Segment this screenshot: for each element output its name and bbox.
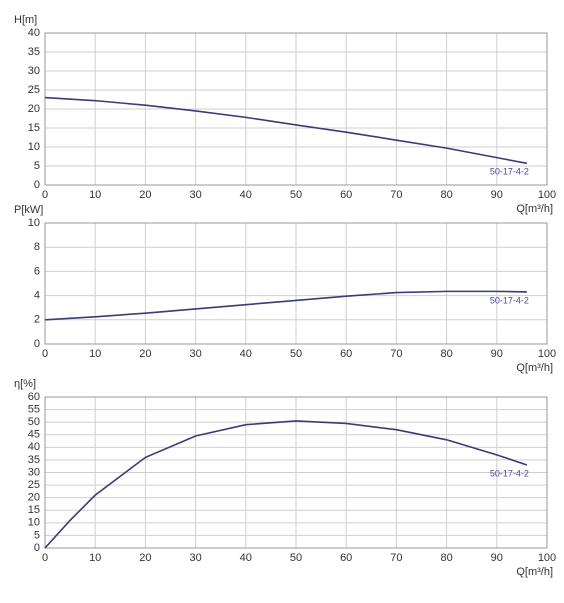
curve-label: 50-17-4-2 (490, 167, 529, 177)
x-tick-label: 80 (440, 552, 452, 564)
y-tick-label: 0 (34, 179, 40, 191)
x-tick-label: 20 (139, 552, 151, 564)
y-tick-label: 25 (28, 84, 40, 96)
x-tick-label: 50 (290, 189, 302, 201)
y-tick-label: 5 (34, 160, 40, 172)
y-tick-label: 8 (34, 241, 40, 253)
x-tick-label: 10 (89, 189, 101, 201)
x-tick-label: 0 (42, 552, 48, 564)
y-tick-label: 20 (28, 103, 40, 115)
plot-frame (44, 222, 548, 345)
x-tick-label: 30 (189, 348, 201, 360)
y-tick-label: 10 (28, 517, 40, 529)
curve (44, 420, 528, 549)
y-tick-label: 35 (28, 46, 40, 58)
y-tick-label: 10 (28, 217, 40, 229)
x-tick-label: 20 (139, 189, 151, 201)
y-tick-label: 20 (28, 492, 40, 504)
y-tick-label: 15 (28, 504, 40, 516)
x-tick-label: 90 (491, 189, 503, 201)
y-axis-label: H[m] (14, 14, 37, 26)
x-tick-label: 100 (538, 552, 556, 564)
y-tick-label: 60 (28, 391, 40, 403)
x-tick-label: 40 (240, 348, 252, 360)
y-tick-label: 40 (28, 441, 40, 453)
y-tick-label: 25 (28, 479, 40, 491)
y-tick-label: 6 (34, 265, 40, 277)
x-tick-label: 10 (89, 552, 101, 564)
y-tick-label: 40 (28, 27, 40, 39)
curve-label: 50-17-4-2 (490, 295, 529, 305)
x-tick-label: 90 (491, 348, 503, 360)
x-tick-label: 50 (290, 348, 302, 360)
x-tick-label: 90 (491, 552, 503, 564)
plot-frame (44, 396, 548, 549)
y-tick-label: 10 (28, 141, 40, 153)
y-tick-label: 15 (28, 122, 40, 134)
y-axis-label: P[kW] (14, 204, 43, 216)
x-axis-label: Q[m³/h] (516, 566, 553, 578)
x-tick-label: 40 (240, 189, 252, 201)
x-tick-label: 60 (340, 189, 352, 201)
curve (44, 290, 527, 321)
y-tick-label: 35 (28, 454, 40, 466)
y-tick-label: 4 (34, 290, 40, 302)
x-tick-label: 40 (240, 552, 252, 564)
x-tick-label: 50 (290, 552, 302, 564)
y-tick-label: 5 (34, 529, 40, 541)
y-tick-label: 30 (28, 466, 40, 478)
curve (44, 96, 528, 165)
y-tick-label: 55 (28, 403, 40, 415)
y-tick-label: 45 (28, 429, 40, 441)
x-tick-label: 100 (538, 189, 556, 201)
x-tick-label: 100 (538, 348, 556, 360)
y-tick-label: 30 (28, 65, 40, 77)
x-tick-label: 10 (89, 348, 101, 360)
x-tick-label: 80 (440, 189, 452, 201)
x-tick-label: 30 (189, 189, 201, 201)
y-tick-label: 2 (34, 314, 40, 326)
x-tick-label: 0 (42, 348, 48, 360)
x-tick-label: 30 (189, 552, 201, 564)
x-tick-label: 80 (440, 348, 452, 360)
x-tick-label: 70 (390, 348, 402, 360)
y-tick-label: 0 (34, 338, 40, 350)
x-tick-label: 0 (42, 189, 48, 201)
x-tick-label: 70 (390, 189, 402, 201)
y-axis-label: η[%] (14, 378, 36, 390)
x-tick-label: 20 (139, 348, 151, 360)
y-tick-label: 50 (28, 416, 40, 428)
x-tick-label: 70 (390, 552, 402, 564)
x-tick-label: 60 (340, 348, 352, 360)
x-tick-label: 60 (340, 552, 352, 564)
curve-label: 50-17-4-2 (490, 468, 529, 478)
x-axis-label: Q[m³/h] (516, 203, 553, 215)
x-axis-label: Q[m³/h] (516, 362, 553, 374)
y-tick-label: 0 (34, 542, 40, 554)
plot-frame (44, 32, 548, 186)
